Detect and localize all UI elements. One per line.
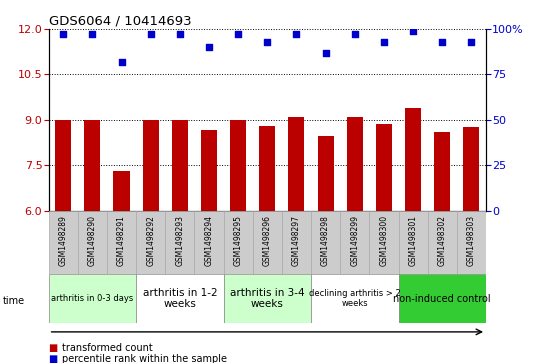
Text: declining arthritis > 2
weeks: declining arthritis > 2 weeks (309, 289, 401, 308)
Text: GSM1498289: GSM1498289 (59, 215, 68, 266)
Bar (282, 211, 311, 274)
Text: GSM1498296: GSM1498296 (263, 215, 272, 266)
Bar (457, 211, 486, 274)
Text: GSM1498290: GSM1498290 (88, 215, 97, 266)
Bar (369, 211, 399, 274)
Bar (311, 211, 340, 274)
Text: GSM1498300: GSM1498300 (380, 215, 388, 266)
Point (176, 32, 184, 37)
Point (234, 32, 242, 37)
Bar (143, 120, 159, 211)
Text: GSM1498295: GSM1498295 (234, 215, 242, 266)
Point (117, 59, 126, 65)
Bar (165, 211, 194, 274)
Text: GSM1498293: GSM1498293 (176, 215, 184, 266)
Text: GSM1498294: GSM1498294 (205, 215, 213, 266)
Text: time: time (3, 296, 25, 306)
Point (205, 44, 213, 50)
Text: GSM1498302: GSM1498302 (438, 215, 447, 266)
Text: GSM1498301: GSM1498301 (409, 215, 417, 266)
Bar (84, 120, 100, 211)
Point (88, 32, 97, 37)
Point (292, 32, 301, 37)
Bar (259, 126, 275, 211)
Text: arthritis in 3-4
weeks: arthritis in 3-4 weeks (230, 288, 305, 309)
Bar (224, 274, 311, 323)
Bar (49, 211, 78, 274)
Bar (376, 125, 392, 211)
Text: ■: ■ (49, 343, 58, 354)
Bar (463, 127, 480, 211)
Point (59, 32, 68, 37)
Text: ■: ■ (49, 354, 58, 363)
Bar (172, 120, 188, 211)
Text: arthritis in 0-3 days: arthritis in 0-3 days (51, 294, 133, 303)
Bar (78, 211, 107, 274)
Bar (434, 132, 450, 211)
Text: percentile rank within the sample: percentile rank within the sample (62, 354, 227, 363)
Text: non-induced control: non-induced control (394, 294, 491, 303)
Text: GSM1498291: GSM1498291 (117, 215, 126, 266)
Bar (347, 117, 363, 211)
Bar (399, 211, 428, 274)
Text: transformed count: transformed count (62, 343, 153, 354)
Point (467, 39, 476, 45)
Bar (201, 130, 217, 211)
Bar (194, 211, 224, 274)
Point (438, 39, 447, 45)
Text: GSM1498299: GSM1498299 (350, 215, 359, 266)
Bar (136, 274, 224, 323)
Point (380, 39, 388, 45)
Text: GSM1498292: GSM1498292 (146, 215, 155, 266)
Point (409, 28, 417, 34)
Bar (253, 211, 282, 274)
Bar (107, 211, 136, 274)
Bar (49, 274, 136, 323)
Text: arthritis in 1-2
weeks: arthritis in 1-2 weeks (143, 288, 217, 309)
Point (321, 50, 330, 56)
Point (146, 32, 155, 37)
Point (350, 32, 359, 37)
Text: GSM1498298: GSM1498298 (321, 215, 330, 266)
Bar (288, 117, 305, 211)
Bar (428, 211, 457, 274)
Bar (55, 120, 71, 211)
Bar (113, 171, 130, 211)
Text: GSM1498297: GSM1498297 (292, 215, 301, 266)
Bar (399, 274, 486, 323)
Point (263, 39, 272, 45)
Text: GDS6064 / 10414693: GDS6064 / 10414693 (49, 15, 191, 28)
Bar (311, 274, 399, 323)
Bar (318, 136, 334, 211)
Text: GSM1498303: GSM1498303 (467, 215, 476, 266)
Bar (224, 211, 253, 274)
Bar (340, 211, 369, 274)
Bar (136, 211, 165, 274)
Bar (230, 120, 246, 211)
Bar (405, 108, 421, 211)
